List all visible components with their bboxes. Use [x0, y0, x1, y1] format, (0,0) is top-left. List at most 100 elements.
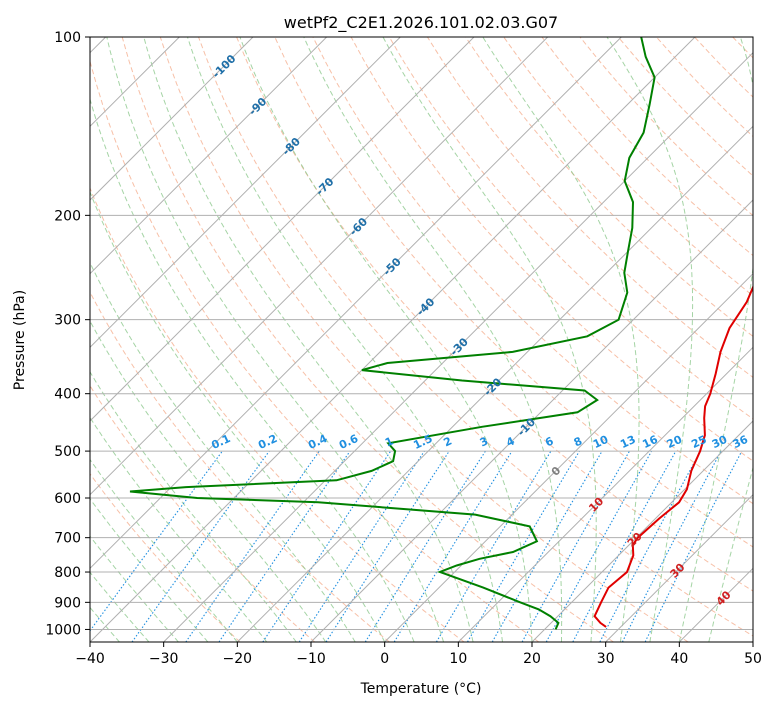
- moist-adiabat-line: [143, 37, 474, 642]
- y-tick-label: 400: [54, 387, 81, 403]
- x-axis-ticks: −40 −30 −20 −10 0 10 20 30 40 50: [75, 642, 762, 667]
- dry-adiabat-line: [90, 59, 540, 642]
- moist-adiabat-line: [708, 465, 753, 642]
- mixing-ratio-label: 30: [710, 433, 730, 451]
- isotherm-line: [90, 37, 549, 496]
- dry-adiabats: [90, 37, 753, 642]
- series-line-temperature: [593, 284, 753, 628]
- dry-adiabat-line: [121, 37, 614, 642]
- moist-adiabat-line: [606, 37, 694, 642]
- moist-adiabat-line: [90, 458, 238, 642]
- isotherm-line: [90, 37, 401, 349]
- dry-adiabat-line: [90, 291, 390, 642]
- mixing-ratio-line: [599, 450, 701, 642]
- moist-adiabat-line: [239, 37, 533, 642]
- mixing-ratio-line: [545, 450, 653, 642]
- isotherm-line: [90, 37, 622, 570]
- x-tick-label: −40: [75, 651, 105, 667]
- y-tick-label: 200: [54, 208, 81, 224]
- background-lines: [90, 37, 753, 642]
- dry-adiabat-line: [274, 37, 753, 548]
- mixing-ratio-line: [393, 450, 513, 642]
- y-tick-label: 500: [54, 444, 81, 460]
- dry-adiabat-line: [426, 37, 753, 378]
- dry-adiabat-line: [90, 186, 465, 642]
- mixing-ratio-line: [298, 450, 425, 642]
- x-tick-label: 0: [380, 651, 389, 667]
- mixing-ratio-line: [90, 450, 223, 632]
- dry-adiabat-line: [90, 384, 316, 642]
- moist-adiabat-line: [678, 37, 753, 642]
- mixing-ratio-line: [185, 450, 320, 642]
- moist-adiabat-line: [90, 497, 209, 642]
- mixing-ratio-line: [521, 450, 630, 642]
- y-tick-label: 300: [54, 313, 81, 329]
- moist-adiabat-line: [90, 416, 268, 642]
- mixing-ratio-line: [435, 450, 552, 642]
- isotherm-line: [163, 51, 753, 642]
- isotherm-line: [236, 125, 753, 642]
- dry-adiabat-line: [159, 37, 689, 642]
- mixing-ratio-label: 13: [618, 433, 637, 451]
- mixing-ratio-label: 20: [665, 433, 685, 451]
- plot-frame: [89, 36, 754, 643]
- isotherm-grid: [90, 37, 753, 642]
- isotherm-line: [605, 493, 753, 642]
- moist-adiabat-line: [382, 37, 597, 642]
- mixing-ratio-lines: [90, 450, 743, 642]
- moist-adiabat-line: [90, 261, 356, 642]
- mixing-ratio-label: 36: [731, 433, 751, 451]
- isobar-grid: [90, 37, 753, 630]
- x-tick-label: 40: [670, 651, 688, 667]
- mixing-ratio-line: [364, 450, 486, 642]
- isotherm-line: [90, 37, 254, 201]
- y-tick-label: 1000: [45, 622, 81, 638]
- dry-adiabat-line: [198, 37, 753, 637]
- x-tick-label: −30: [149, 651, 179, 667]
- y-axis-ticks: 1000 900 800 700 600 500 400 300 200 100: [45, 30, 90, 638]
- series-line-dewpoint: [129, 37, 656, 630]
- dry-adiabat-line: [90, 472, 241, 642]
- moist-adiabat-line: [303, 37, 563, 642]
- mixing-ratio-label: 25: [689, 433, 708, 451]
- x-tick-label: 50: [744, 651, 762, 667]
- moist-adiabat-line: [90, 97, 415, 642]
- mixing-ratio-label: 16: [640, 433, 660, 451]
- mixing-ratio-line: [325, 450, 450, 642]
- x-tick-label: 20: [523, 651, 541, 667]
- isotherm-line: [457, 346, 753, 642]
- moist-adiabats: [90, 37, 753, 642]
- moist-adiabat-line: [90, 535, 179, 642]
- moist-adiabat-line: [106, 37, 445, 642]
- x-tick-label: −10: [296, 651, 326, 667]
- isotherm-line: [90, 37, 696, 642]
- isotherm-line: [310, 199, 753, 642]
- chart-title: wetPf2_C2E1.2026.101.02.03.G07: [284, 13, 558, 33]
- moist-adiabat-line: [90, 190, 386, 642]
- y-axis-label: Pressure (hPa): [12, 290, 28, 390]
- x-axis-label: Temperature (°C): [360, 681, 482, 697]
- y-tick-label: 100: [54, 30, 81, 46]
- mixing-ratio-line: [644, 450, 743, 642]
- moist-adiabat-line: [187, 37, 503, 642]
- isotherm-line: [90, 37, 328, 275]
- mixing-ratio-line: [218, 450, 351, 642]
- dry-adiabat-line: [503, 37, 753, 297]
- mixing-ratio-line: [572, 450, 677, 642]
- y-tick-label: 700: [54, 531, 81, 547]
- isotherm-line: [531, 420, 753, 642]
- y-tick-label: 800: [54, 565, 81, 581]
- profile-series: [129, 37, 753, 630]
- mixing-ratio-label: 10: [591, 433, 611, 451]
- x-tick-label: 10: [449, 651, 467, 667]
- y-tick-label: 900: [54, 595, 81, 611]
- dry-adiabat-line: [236, 37, 753, 592]
- isotherm-line: [90, 37, 475, 422]
- mixing-ratio-line: [131, 450, 270, 642]
- x-tick-label: 30: [597, 651, 615, 667]
- isotherm-line: [384, 272, 753, 642]
- moist-adiabat-line: [90, 571, 150, 642]
- x-tick-label: −20: [223, 651, 253, 667]
- mixing-ratio-line: [262, 450, 392, 642]
